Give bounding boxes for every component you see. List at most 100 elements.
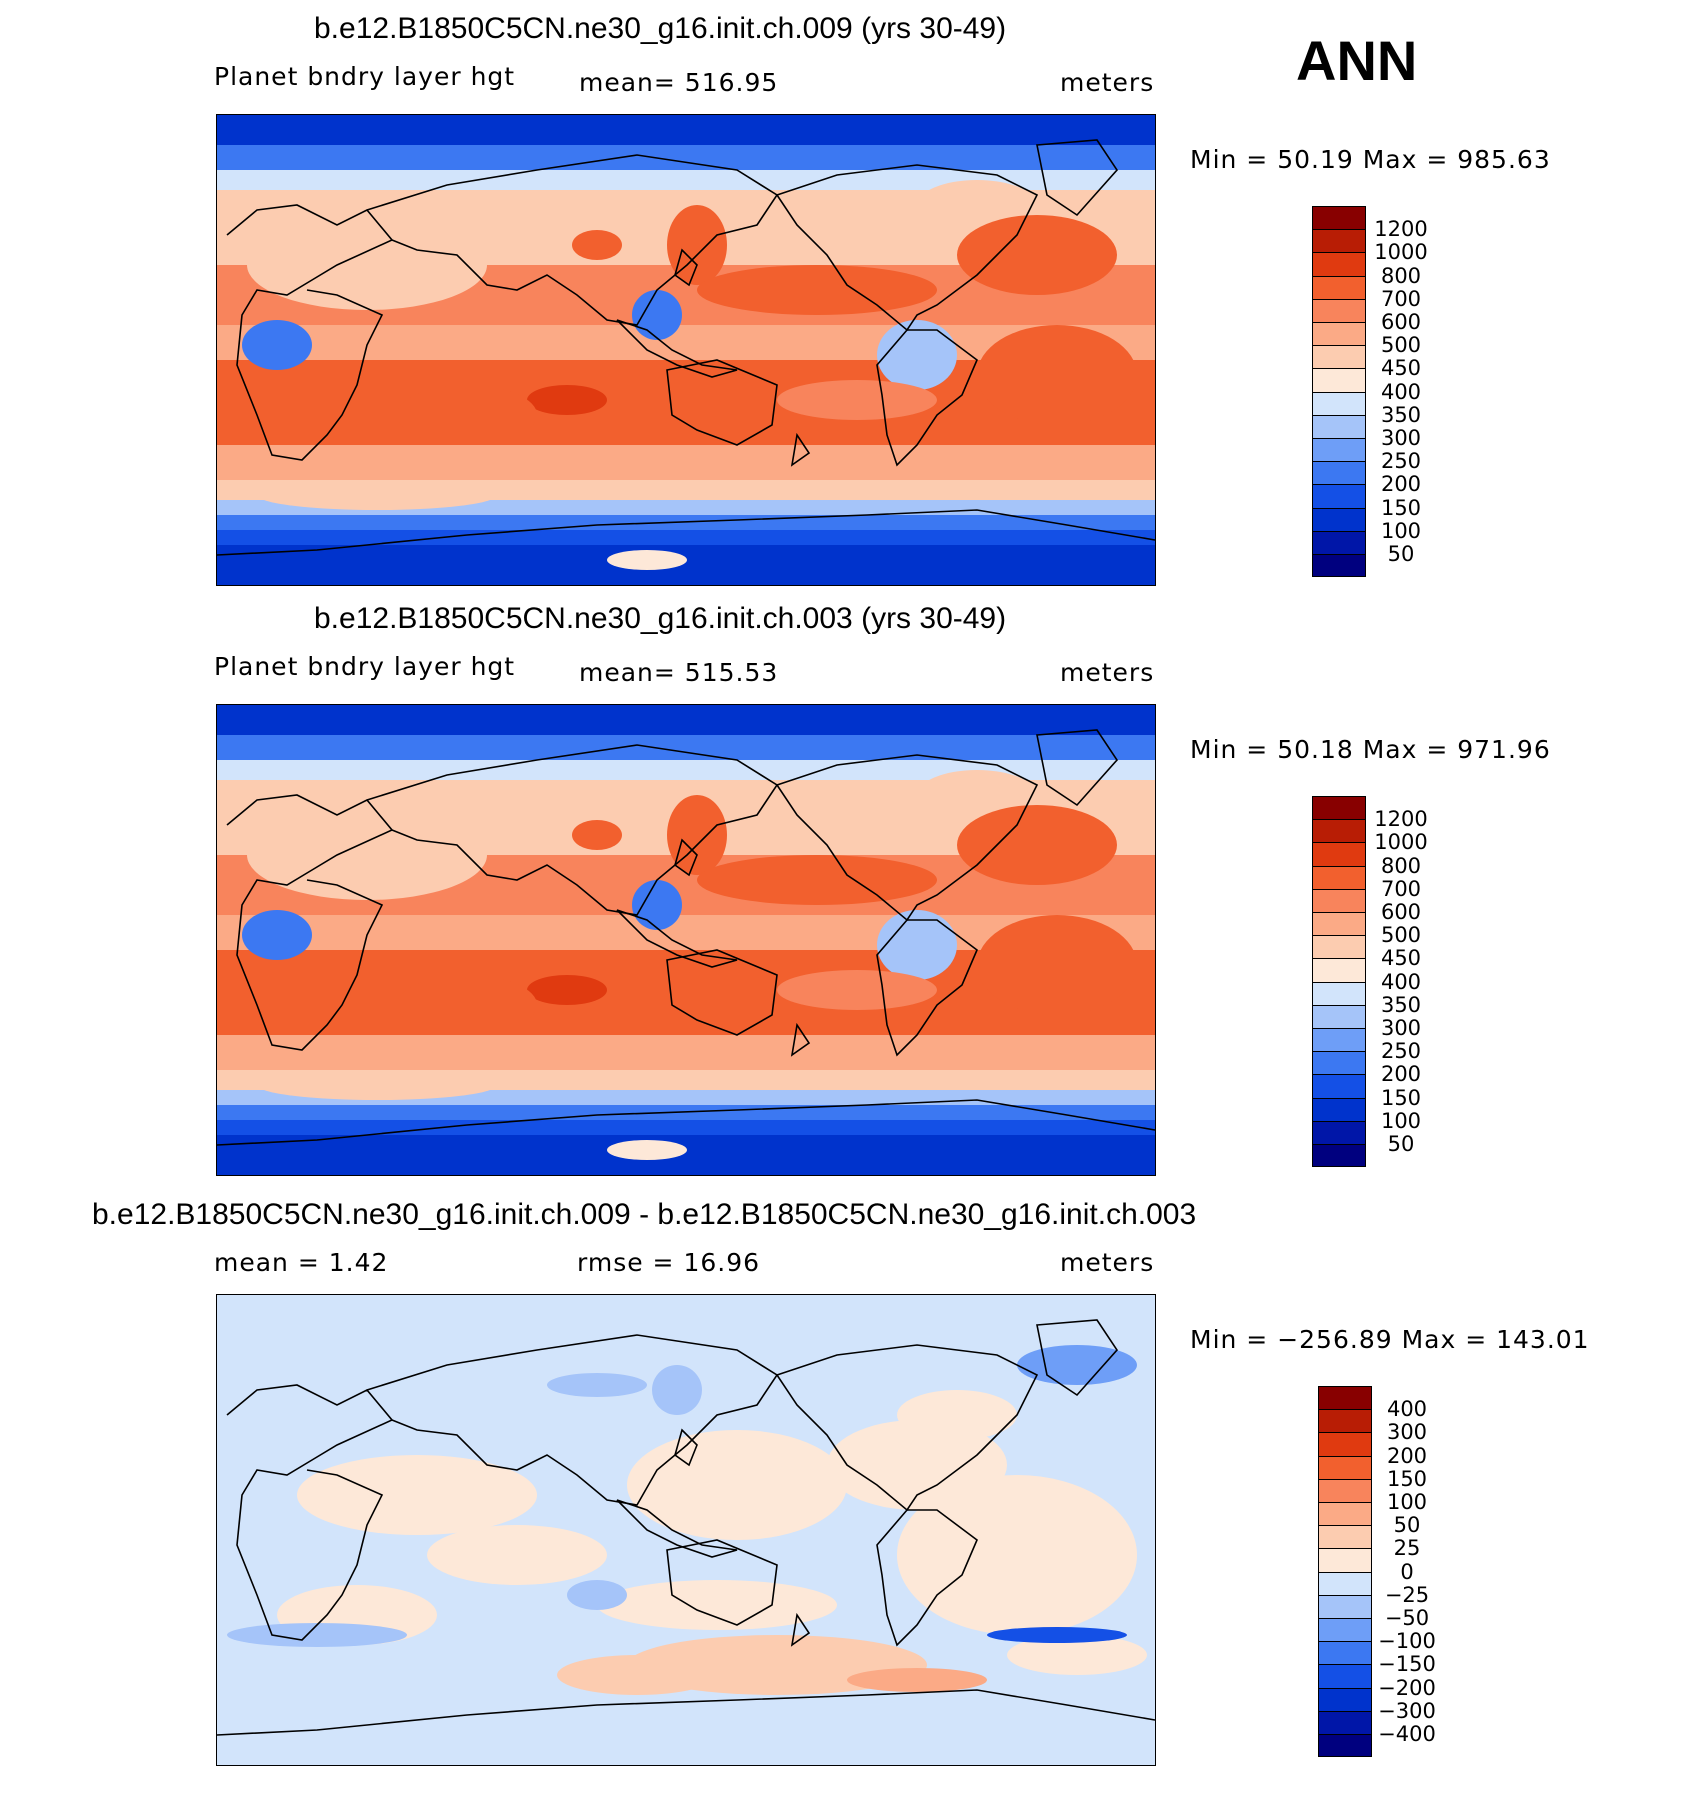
colorbar-swatch [1312, 391, 1366, 415]
variable-label: Planet bndry layer hgt [214, 62, 516, 91]
colorbar-tick-label: 100 [1380, 518, 1422, 543]
contour-band [217, 530, 1155, 545]
colorbar-swatch [1318, 1432, 1372, 1456]
coastline [666, 949, 778, 1036]
variable-label: Planet bndry layer hgt [214, 652, 516, 681]
coastline [876, 919, 978, 1057]
colorbar-swatch [1318, 1734, 1372, 1758]
contour-blob [257, 480, 497, 510]
colorbar-tick-label: 50 [1393, 1513, 1421, 1538]
panel-case-003: b.e12.B1850C5CN.ne30_g16.init.ch.003 (yr… [0, 590, 1702, 1190]
colorbar-tick-label: 1000 [1374, 240, 1428, 265]
contour-blob [957, 215, 1117, 295]
colorbar-tick-label: 500 [1380, 333, 1422, 358]
contour-blob [297, 1455, 537, 1535]
colorbar-tick-label: 1000 [1374, 830, 1428, 855]
panel-title: b.e12.B1850C5CN.ne30_g16.init.ch.009 (yr… [314, 12, 1007, 45]
units-label: meters [1060, 658, 1155, 687]
colorbar-swatch [1318, 1409, 1372, 1433]
contour-blob [897, 1390, 1017, 1440]
units-label: meters [1060, 68, 1155, 97]
contour-blob [242, 910, 312, 960]
coastline [674, 838, 698, 877]
min-max-label: Min = 50.18 Max = 971.96 [1190, 735, 1551, 764]
season-label: ANN [1296, 29, 1418, 92]
map-svg [217, 1295, 1155, 1765]
map-plot [216, 114, 1156, 586]
coastline [674, 1428, 698, 1467]
colorbar-swatch [1318, 1594, 1372, 1618]
rmse-label: rmse = 16.96 [577, 1248, 761, 1277]
colorbar-swatch [1312, 1004, 1366, 1028]
coastline [226, 204, 394, 461]
contour-blob [697, 855, 937, 905]
contour-blob [877, 910, 957, 980]
mean-label: mean = 1.42 [214, 1248, 389, 1277]
colorbar-tick-label: 350 [1380, 992, 1422, 1017]
contour-blob [632, 290, 682, 340]
contour-band [217, 545, 1155, 585]
contour-band [217, 445, 1155, 480]
coastline [616, 909, 738, 968]
colorbar-swatch [1312, 484, 1366, 508]
colorbar-swatch [1312, 935, 1366, 959]
contour-blob [917, 180, 1037, 230]
contour-blob [607, 1140, 687, 1160]
colorbar-tick-label: 250 [1380, 1039, 1422, 1064]
colorbar-swatch [1312, 298, 1366, 322]
panel-title: b.e12.B1850C5CN.ne30_g16.init.ch.009 - b… [92, 1198, 1197, 1231]
colorbar-swatch [1312, 981, 1366, 1005]
coastline [666, 1539, 778, 1626]
colorbar-tick-label: 150 [1386, 1466, 1428, 1491]
contour-blob [427, 1525, 607, 1585]
contour-blob [847, 1668, 987, 1692]
colorbar-swatch [1312, 1120, 1366, 1144]
mean-label: mean= 515.53 [579, 658, 779, 687]
contour-blob [632, 880, 682, 930]
contour-blob [652, 1365, 702, 1415]
coastline [217, 1689, 1155, 1736]
colorbar-swatch [1312, 322, 1366, 346]
contour-blob [917, 770, 1037, 820]
colorbar-tick-label: 400 [1380, 379, 1422, 404]
colorbar-swatch [1312, 1144, 1366, 1168]
colorbar-tick-label: 50 [1387, 1132, 1415, 1156]
contour-blob [247, 220, 487, 310]
contour-blob [227, 1623, 407, 1647]
colorbar-swatch [1312, 507, 1366, 531]
colorbar-tick-label: 500 [1380, 923, 1422, 948]
contour-blob [777, 380, 937, 420]
colorbar-swatch [1312, 438, 1366, 462]
coastline [1036, 139, 1119, 217]
colorbar-tick-label: 1200 [1374, 217, 1428, 242]
contour-band [217, 145, 1155, 170]
coastline [616, 319, 738, 378]
colorbar-tick-label: −150 [1378, 1652, 1436, 1677]
colorbar-swatch [1312, 368, 1366, 392]
coastline [790, 1612, 811, 1647]
colorbar-swatch [1318, 1641, 1372, 1665]
contour-blob [572, 820, 622, 850]
colorbar-swatch [1312, 842, 1366, 866]
colorbar-tick-label: 50 [1387, 542, 1415, 566]
coastline [366, 154, 779, 326]
colorbar-swatch [1318, 1525, 1372, 1549]
panel-case-009: b.e12.B1850C5CN.ne30_g16.init.ch.009 (yr… [0, 0, 1702, 600]
contour-blob [987, 1627, 1127, 1643]
coastline [366, 744, 779, 916]
contour-blob [257, 1070, 497, 1100]
colorbar-tick-label: 300 [1380, 1016, 1422, 1040]
map-plot [216, 704, 1156, 1176]
contour-band [217, 1135, 1155, 1175]
colorbar-tick-label: −50 [1384, 1606, 1430, 1630]
colorbar-swatch [1312, 345, 1366, 369]
coastline [790, 432, 811, 467]
colorbar-tick-label: 400 [1380, 969, 1422, 994]
colorbar-tick-label: 150 [1380, 495, 1422, 520]
coastline [1036, 729, 1119, 807]
colorbar-tick-label: 1200 [1374, 807, 1428, 832]
colorbar-tick-label: 700 [1380, 876, 1422, 901]
contour-blob [547, 1373, 647, 1397]
panel-title: b.e12.B1850C5CN.ne30_g16.init.ch.003 (yr… [314, 602, 1007, 635]
contour-band [217, 1035, 1155, 1070]
